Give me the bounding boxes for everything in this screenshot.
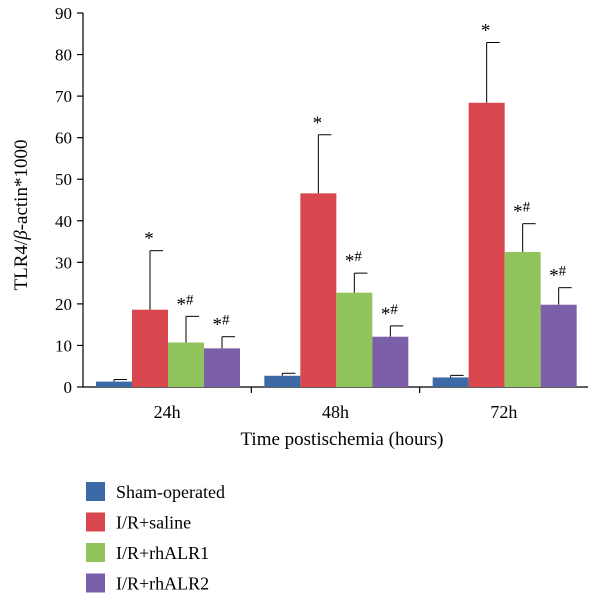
y-tick-label: 80 — [55, 46, 72, 65]
bar — [204, 348, 240, 387]
x-category-label: 72h — [490, 402, 517, 422]
y-tick-label: 50 — [55, 170, 72, 189]
significance-label: *# — [345, 249, 363, 272]
significance-label: *# — [381, 302, 399, 325]
x-category-label: 48h — [322, 402, 349, 422]
x-category-label: 24h — [154, 402, 181, 422]
x-axis: 24h 48h 72h — [83, 386, 588, 422]
bar — [96, 381, 132, 387]
y-axis-title-suffix: -actin*1000 — [11, 140, 32, 231]
significance-label: *# — [177, 292, 195, 315]
y-tick-label: 40 — [55, 212, 72, 231]
y-tick-label: 60 — [55, 129, 72, 148]
bar — [540, 304, 577, 387]
significance-label: *# — [513, 200, 531, 223]
legend: Sham-operated I/R+saline I/R+rhALR1 I/R+rhA… — [86, 482, 225, 594]
y-tick-label: 30 — [55, 253, 72, 272]
significance-label: * — [481, 21, 491, 42]
significance-label: *# — [549, 264, 567, 287]
legend-label: I/R+saline — [116, 513, 191, 533]
bars: * * * *# *# *# *# *# *# — [96, 21, 577, 387]
y-tick-label: 0 — [64, 378, 73, 397]
bar — [168, 342, 204, 387]
legend-label: I/R+rhALR1 — [116, 543, 209, 563]
significance-label: * — [144, 229, 154, 250]
legend-swatch — [86, 482, 105, 501]
bar — [504, 251, 541, 387]
legend-swatch — [86, 543, 105, 562]
y-tick-label: 90 — [55, 4, 72, 23]
legend-swatch — [86, 573, 105, 593]
y-axis-title-prefix: TLR4/ — [11, 239, 32, 290]
y-axis: 0 10 20 30 40 50 60 70 80 90 — [55, 4, 84, 397]
legend-swatch — [86, 512, 105, 532]
y-tick-label: 20 — [55, 295, 72, 314]
legend-label: Sham-operated — [116, 482, 225, 502]
bar — [336, 292, 373, 387]
bar — [264, 375, 301, 387]
y-tick-label: 70 — [55, 87, 72, 106]
bar — [468, 102, 505, 387]
legend-label: I/R+rhALR2 — [116, 574, 209, 594]
y-axis-title: TLR4/β-actin*1000 — [11, 140, 32, 291]
bar — [132, 309, 168, 387]
x-axis-title: Time postischemia (hours) — [240, 429, 443, 450]
significance-label: * — [313, 113, 323, 134]
y-tick-label: 10 — [55, 336, 72, 355]
bar — [432, 377, 469, 387]
significance-label: *# — [213, 313, 231, 336]
y-axis-title-beta: β — [11, 230, 32, 241]
bar — [372, 336, 409, 387]
bar — [300, 193, 337, 387]
